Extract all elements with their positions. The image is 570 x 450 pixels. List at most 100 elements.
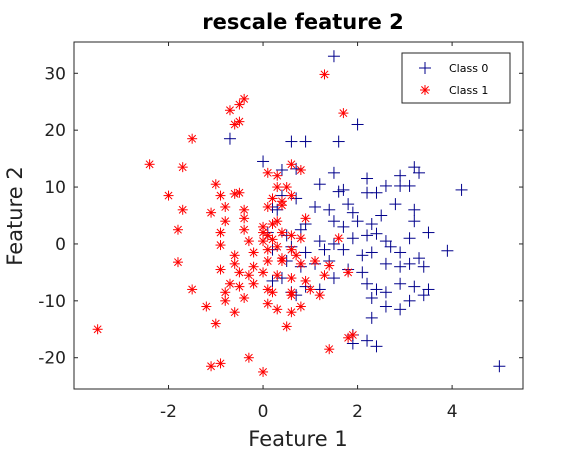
point-class-0 (290, 192, 303, 205)
point-class-1 (215, 190, 226, 201)
point-class-0 (266, 274, 279, 287)
y-tick-label: -10 (38, 292, 66, 312)
point-class-1 (229, 250, 240, 261)
point-class-1 (272, 241, 283, 252)
legend-asterisk-marker (420, 85, 430, 95)
point-class-1 (272, 270, 283, 281)
point-class-1 (248, 247, 259, 258)
point-class-0 (318, 243, 331, 256)
point-class-0 (403, 257, 416, 270)
point-class-1 (262, 167, 273, 178)
point-class-1 (272, 170, 283, 181)
point-class-0 (351, 118, 364, 131)
point-class-1 (314, 290, 325, 301)
point-class-1 (324, 344, 335, 355)
point-class-1 (281, 321, 292, 332)
point-class-1 (286, 273, 297, 284)
point-class-0 (394, 260, 407, 273)
point-class-0 (285, 135, 298, 148)
point-class-1 (243, 270, 254, 281)
point-class-0 (365, 246, 378, 259)
point-class-1 (258, 267, 269, 278)
x-tick-label: 4 (447, 402, 458, 422)
point-class-1 (220, 287, 231, 298)
point-class-0 (332, 135, 345, 148)
point-class-0 (408, 161, 421, 174)
point-class-1 (239, 224, 250, 235)
point-class-1 (286, 230, 297, 241)
point-class-1 (319, 69, 330, 80)
y-tick-label: -20 (38, 349, 66, 369)
point-class-1 (239, 93, 250, 104)
x-axis-ticks: -2 0 2 4 (160, 42, 458, 422)
point-class-0 (361, 277, 374, 290)
point-class-0 (361, 172, 374, 185)
point-class-1 (220, 295, 231, 306)
point-class-0 (356, 249, 369, 262)
point-class-1 (224, 105, 235, 116)
point-class-1 (172, 224, 183, 235)
point-class-1 (286, 159, 297, 170)
point-class-1 (172, 257, 183, 268)
point-class-0 (403, 294, 416, 307)
point-class-0 (441, 244, 454, 257)
y-axis-ticks: -20 -10 0 10 20 30 (38, 64, 523, 369)
point-class-0 (379, 179, 392, 192)
point-class-1 (286, 290, 297, 301)
point-class-1 (262, 298, 273, 309)
point-class-1 (276, 227, 287, 238)
point-class-0 (365, 291, 378, 304)
point-class-1 (262, 256, 273, 267)
point-class-0 (417, 260, 430, 273)
point-class-0 (327, 215, 340, 228)
point-class-0 (365, 218, 378, 231)
point-class-0 (408, 203, 421, 216)
point-class-1 (286, 190, 297, 201)
point-class-1 (229, 188, 240, 199)
legend-label-class-0: Class 0 (449, 62, 488, 75)
x-tick-label: -2 (160, 402, 177, 422)
point-class-0 (408, 215, 421, 228)
point-class-0 (408, 280, 421, 293)
point-class-1 (262, 201, 273, 212)
point-class-0 (337, 220, 350, 233)
point-class-1 (295, 233, 306, 244)
point-class-0 (370, 283, 383, 296)
point-class-0 (413, 166, 426, 179)
point-class-1 (300, 275, 311, 286)
point-class-0 (379, 235, 392, 248)
point-class-0 (394, 169, 407, 182)
point-class-1 (319, 270, 330, 281)
point-class-1 (343, 267, 354, 278)
point-class-1 (276, 200, 287, 211)
point-class-1 (215, 240, 226, 251)
point-class-1 (295, 164, 306, 175)
point-class-0 (379, 300, 392, 313)
point-class-1 (239, 213, 250, 224)
point-class-1 (210, 179, 221, 190)
point-class-1 (234, 267, 245, 278)
point-class-0 (455, 183, 468, 196)
point-class-1 (187, 133, 198, 144)
x-axis-label: Feature 1 (248, 427, 347, 450)
point-class-0 (313, 178, 326, 191)
point-class-0 (337, 243, 350, 256)
data-points (92, 50, 506, 377)
point-class-1 (206, 207, 217, 218)
point-class-0 (342, 198, 355, 211)
point-class-1 (347, 329, 358, 340)
point-class-0 (351, 215, 364, 228)
point-class-0 (394, 246, 407, 259)
point-class-1 (92, 324, 103, 335)
point-class-1 (267, 219, 278, 230)
point-class-1 (267, 193, 278, 204)
point-class-0 (493, 360, 506, 373)
point-class-1 (177, 204, 188, 215)
point-class-0 (257, 155, 270, 168)
point-class-1 (220, 216, 231, 227)
point-class-0 (384, 240, 397, 253)
point-class-0 (327, 50, 340, 63)
point-class-0 (403, 232, 416, 245)
series-class-1 (92, 69, 358, 377)
